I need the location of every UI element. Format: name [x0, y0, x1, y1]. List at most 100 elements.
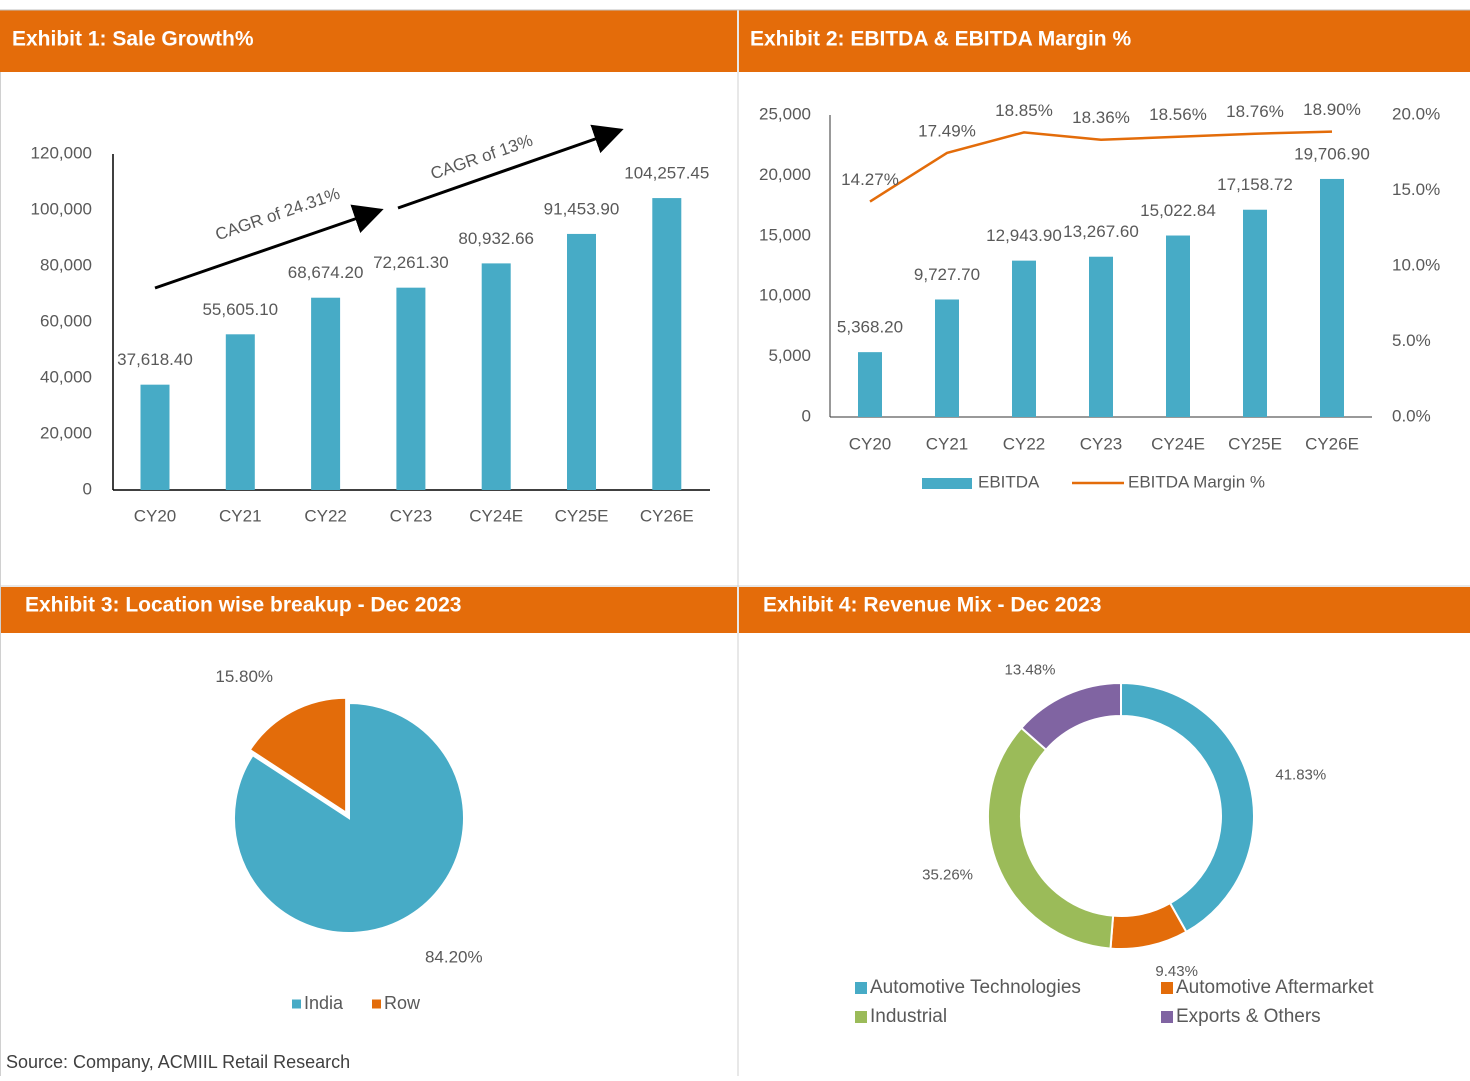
legend-swatch [292, 999, 301, 1009]
header-bar [739, 10, 1470, 72]
chart-title: Exhibit 4: Revenue Mix - Dec 2023 [763, 594, 1101, 617]
legend-label: Automotive Technologies [870, 977, 1081, 998]
legend-swatch [1161, 982, 1173, 994]
data-label: 14.27% [841, 170, 899, 189]
x-tick-label: CY24E [469, 506, 523, 525]
data-label: 84.20% [425, 948, 483, 967]
y-tick-label: 5,000 [768, 346, 811, 365]
bar [311, 297, 341, 490]
y-tick-label: 20,000 [759, 165, 811, 184]
bar [652, 198, 682, 490]
slice [233, 701, 465, 934]
arrow [397, 124, 624, 210]
header-bar [0, 10, 737, 72]
slice [1109, 901, 1188, 950]
x-tick-label: CY23 [390, 506, 433, 525]
data-label: 68,674.20 [288, 263, 364, 282]
legend-swatch [855, 982, 867, 994]
bar [481, 263, 511, 490]
arrow [154, 204, 384, 290]
y-tick-label: 15.0% [1392, 180, 1440, 199]
bar [1089, 256, 1113, 417]
y-tick-label: 25,000 [759, 104, 811, 123]
data-label: 5,368.20 [837, 318, 903, 337]
legend-label: EBITDA [978, 472, 1040, 491]
x-tick-label: CY20 [849, 434, 892, 453]
data-label: 15.80% [215, 667, 273, 686]
legend-label: Industrial [870, 1006, 947, 1027]
data-label: 13.48% [1005, 661, 1056, 678]
data-label: 80,932.66 [458, 229, 534, 248]
source-note: Source: Company, ACMIIL Retail Research [6, 1052, 350, 1072]
bar [1243, 209, 1267, 417]
y-tick-label: 5.0% [1392, 331, 1431, 350]
legend-label: EBITDA Margin % [1128, 472, 1265, 491]
data-label: 12,943.90 [986, 226, 1062, 245]
legend-swatch [922, 478, 972, 489]
slice [1120, 681, 1255, 934]
x-tick-label: CY22 [1003, 434, 1046, 453]
bar [567, 233, 596, 490]
data-label: 55,605.10 [202, 300, 278, 319]
y-tick-label: 80,000 [40, 255, 92, 274]
slice [987, 726, 1115, 950]
chart-title: Exhibit 1: Sale Growth% [12, 28, 254, 51]
data-label: 72,261.30 [373, 253, 449, 272]
legend-label: Row [384, 993, 421, 1013]
data-label: 19,706.90 [1294, 144, 1370, 163]
y-tick-label: 20,000 [40, 423, 92, 442]
legend-swatch [855, 1011, 867, 1023]
y-tick-label: 20.0% [1392, 104, 1440, 123]
slice [1019, 681, 1122, 752]
y-tick-label: 120,000 [31, 143, 92, 162]
bar [1166, 235, 1190, 417]
chart-title: Exhibit 2: EBITDA & EBITDA Margin % [750, 28, 1131, 51]
legend-label: Exports & Others [1176, 1006, 1321, 1027]
header-bar [0, 587, 737, 633]
data-label: 91,453.90 [544, 199, 620, 218]
legend-swatch [1161, 1011, 1173, 1023]
annotation: CAGR of 13% [428, 131, 535, 184]
line-series [869, 130, 1333, 203]
y-tick-label: 0 [83, 479, 92, 498]
data-label: 18.76% [1226, 102, 1284, 121]
x-tick-label: CY25E [555, 506, 609, 525]
bar [140, 384, 170, 490]
data-label: 9.43% [1155, 963, 1198, 980]
y-tick-label: 100,000 [31, 199, 92, 218]
header-bar [739, 587, 1470, 633]
bar [225, 334, 255, 490]
y-tick-label: 15,000 [759, 225, 811, 244]
bar [1012, 260, 1036, 417]
y-tick-label: 40,000 [40, 367, 92, 386]
legend-label: India [304, 993, 344, 1013]
data-label: 17,158.72 [1217, 175, 1293, 194]
bar [1320, 178, 1344, 417]
slice [248, 696, 348, 815]
x-tick-label: CY25E [1228, 434, 1282, 453]
data-label: 9,727.70 [914, 265, 980, 284]
data-label: 18.90% [1303, 100, 1361, 119]
x-tick-label: CY26E [1305, 434, 1359, 453]
y-tick-label: 60,000 [40, 311, 92, 330]
x-tick-label: CY24E [1151, 434, 1205, 453]
bar [935, 299, 959, 417]
x-tick-label: CY20 [134, 506, 177, 525]
data-label: 18.36% [1072, 108, 1130, 127]
x-tick-label: CY22 [304, 506, 347, 525]
y-tick-label: 0 [802, 406, 811, 425]
data-label: 15,022.84 [1140, 201, 1216, 220]
x-tick-label: CY26E [640, 506, 694, 525]
chart-title: Exhibit 3: Location wise breakup - Dec 2… [25, 594, 461, 617]
annotation: CAGR of 24.31% [213, 184, 342, 244]
legend-swatch [372, 999, 381, 1009]
data-label: 18.85% [995, 101, 1053, 120]
x-tick-label: CY21 [219, 506, 262, 525]
data-label: 18.56% [1149, 105, 1207, 124]
data-label: 13,267.60 [1063, 222, 1139, 241]
x-tick-label: CY21 [926, 434, 969, 453]
data-label: 17.49% [918, 121, 976, 140]
data-label: 35.26% [922, 867, 973, 884]
bar [858, 352, 882, 417]
